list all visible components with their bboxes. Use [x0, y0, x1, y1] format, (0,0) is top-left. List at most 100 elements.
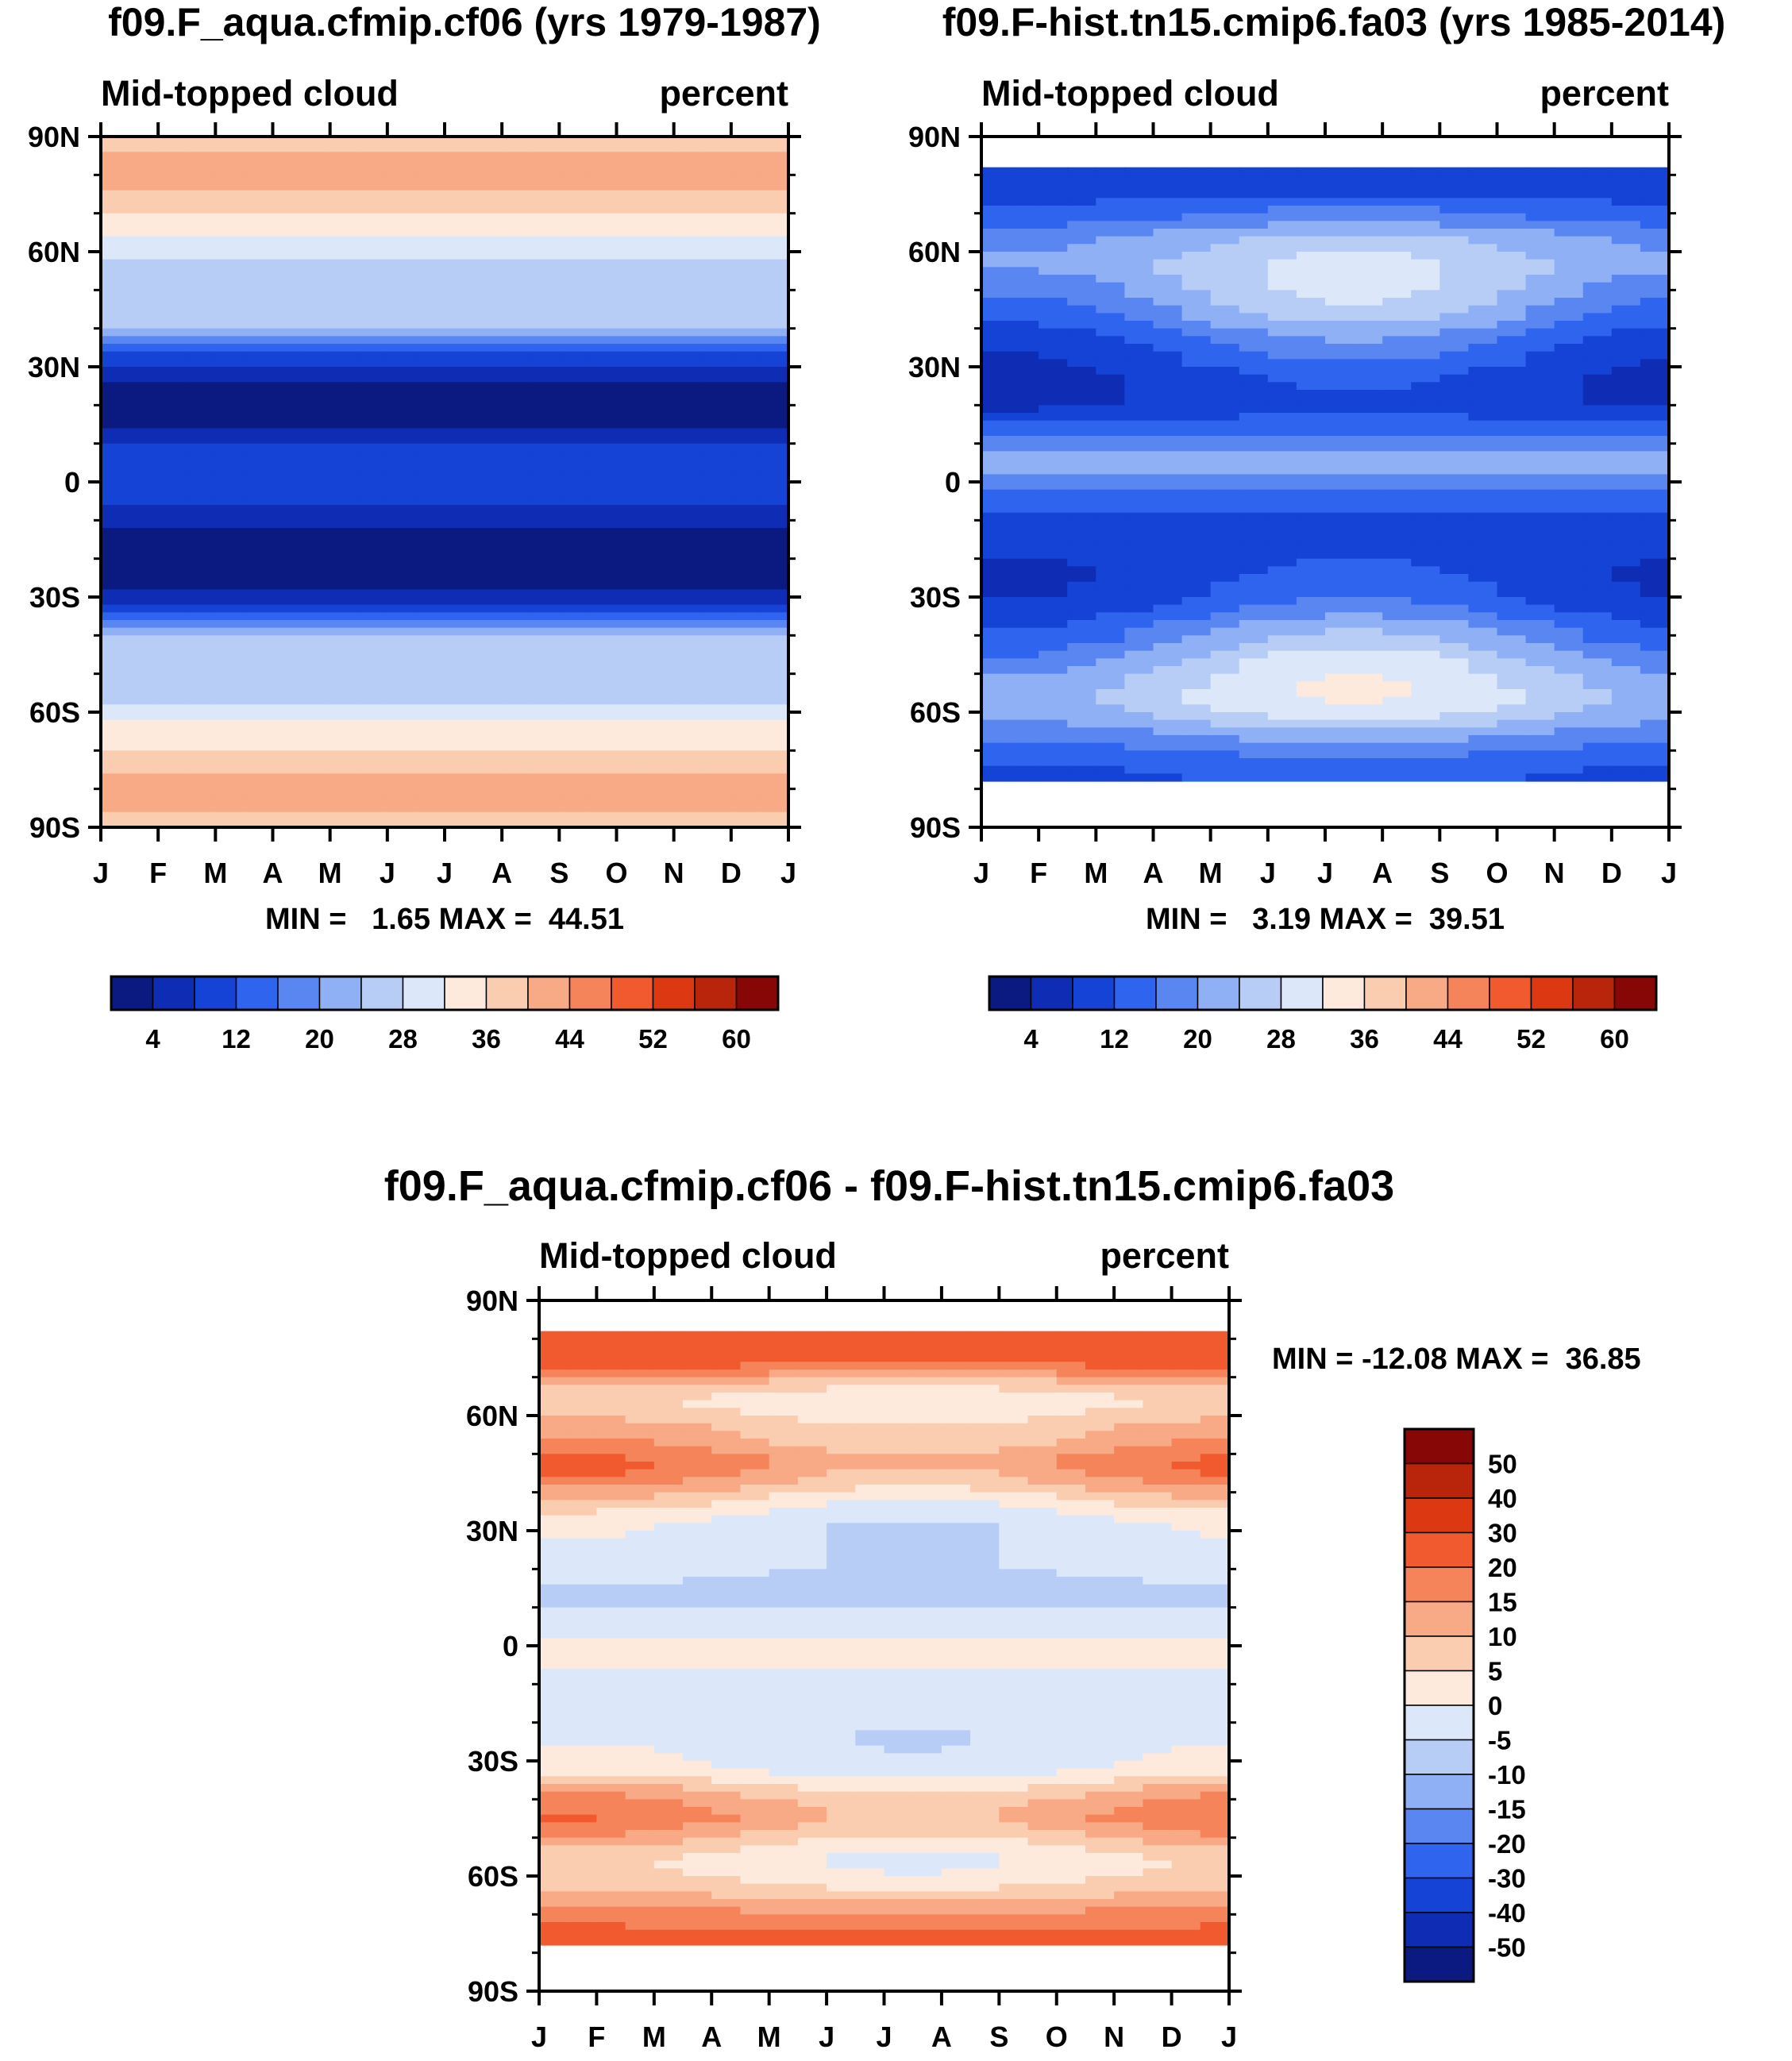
contour-cell — [530, 328, 560, 337]
contour-cell — [1296, 689, 1326, 698]
contour-cell — [625, 1661, 655, 1670]
contour-cell — [1354, 474, 1383, 483]
contour-cell — [1497, 328, 1527, 337]
contour-cell — [1210, 535, 1240, 544]
contour-cell — [272, 712, 303, 721]
contour-cell — [981, 719, 1011, 728]
contour-cell — [445, 543, 474, 552]
contour-cell — [625, 1822, 655, 1831]
contour-cell — [1411, 405, 1440, 414]
contour-cell — [530, 505, 560, 514]
contour-cell — [1039, 359, 1068, 368]
contour-cell — [129, 167, 159, 175]
contour-cell — [769, 1492, 799, 1500]
contour-cell — [502, 520, 531, 529]
contour-cell — [1210, 221, 1240, 229]
contour-cell — [1411, 589, 1440, 598]
contour-cell — [559, 221, 589, 229]
contour-cell — [645, 673, 675, 682]
contour-cell — [588, 298, 618, 306]
contour-cell — [1239, 382, 1269, 391]
contour-cell — [1411, 374, 1440, 383]
contour-cell — [530, 489, 560, 498]
contour-cell — [415, 627, 445, 636]
contour-cell — [1554, 604, 1584, 613]
contour-cell — [1210, 742, 1240, 751]
contour-cell — [1096, 581, 1126, 590]
contour-cell — [215, 290, 245, 299]
contour-cell — [616, 436, 646, 445]
contour-cell — [1267, 282, 1297, 291]
contour-cell — [1582, 773, 1613, 782]
contour-cell — [1325, 259, 1355, 268]
contour-cell — [559, 443, 589, 452]
contour-cell — [415, 696, 445, 705]
contour-cell — [473, 336, 503, 345]
contour-cell — [1640, 765, 1669, 774]
contour-cell — [1325, 704, 1355, 713]
contour-cell — [1582, 206, 1613, 214]
contour-cell — [673, 221, 703, 229]
contour-cell — [1525, 650, 1555, 659]
contour-cell — [1239, 482, 1269, 491]
contour-cell — [1267, 566, 1297, 575]
contour-cell — [730, 221, 761, 229]
contour-cell — [1611, 512, 1641, 521]
contour-cell — [415, 512, 445, 521]
contour-cell — [187, 137, 216, 145]
contour-cell — [244, 758, 274, 767]
contour-cell — [445, 673, 474, 682]
contour-cell — [539, 1653, 568, 1662]
contour-cell — [1354, 244, 1383, 252]
contour-cell — [1153, 620, 1183, 629]
contour-cell — [673, 213, 703, 222]
contour-cell — [730, 428, 761, 437]
contour-cell — [1325, 436, 1355, 445]
contour-cell — [539, 1891, 568, 1900]
contour-cell — [215, 589, 245, 598]
contour-cell — [1296, 236, 1326, 245]
contour-cell — [244, 198, 274, 206]
contour-cell — [616, 367, 646, 376]
contour-cell — [1153, 658, 1183, 667]
contour-cell — [329, 420, 360, 429]
contour-cell — [711, 1423, 742, 1431]
contour-cell — [1296, 466, 1326, 475]
contour-cell — [1267, 474, 1297, 483]
contour-cell — [568, 1477, 598, 1485]
contour-cell — [1325, 512, 1355, 521]
contour-cell — [559, 819, 589, 827]
contour-cell — [301, 328, 331, 337]
contour-cell — [1497, 551, 1527, 560]
contour-cell — [1611, 497, 1641, 506]
contour-cell — [1153, 436, 1183, 445]
contour-cell — [645, 612, 675, 621]
contour-cell — [1554, 574, 1584, 583]
contour-cell — [1439, 198, 1470, 206]
contour-cell — [1582, 742, 1613, 751]
contour-cell — [1582, 658, 1613, 667]
contour-cell — [539, 1876, 568, 1885]
contour-cell — [1210, 382, 1240, 391]
contour-cell — [730, 643, 761, 652]
contour-cell — [653, 1370, 684, 1378]
contour-cell — [596, 1891, 626, 1900]
contour-cell — [769, 1446, 799, 1454]
contour-cell — [1554, 290, 1584, 299]
contour-cell — [1554, 612, 1584, 621]
contour-cell — [1181, 336, 1212, 345]
contour-cell — [301, 459, 331, 468]
y-tick-label: 0 — [945, 466, 961, 499]
contour-cell — [559, 328, 589, 337]
contour-cell — [301, 551, 331, 560]
contour-cell — [244, 144, 274, 152]
contour-cell — [1325, 183, 1355, 191]
contour-cell — [445, 413, 474, 422]
contour-cell — [502, 689, 531, 698]
contour-cell — [1181, 451, 1212, 460]
panel-1-left-label: Mid-topped cloud — [101, 73, 399, 114]
contour-cell — [473, 252, 503, 260]
contour-cell — [711, 1653, 742, 1662]
contour-cell — [1611, 321, 1641, 329]
contour-cell — [187, 681, 216, 690]
